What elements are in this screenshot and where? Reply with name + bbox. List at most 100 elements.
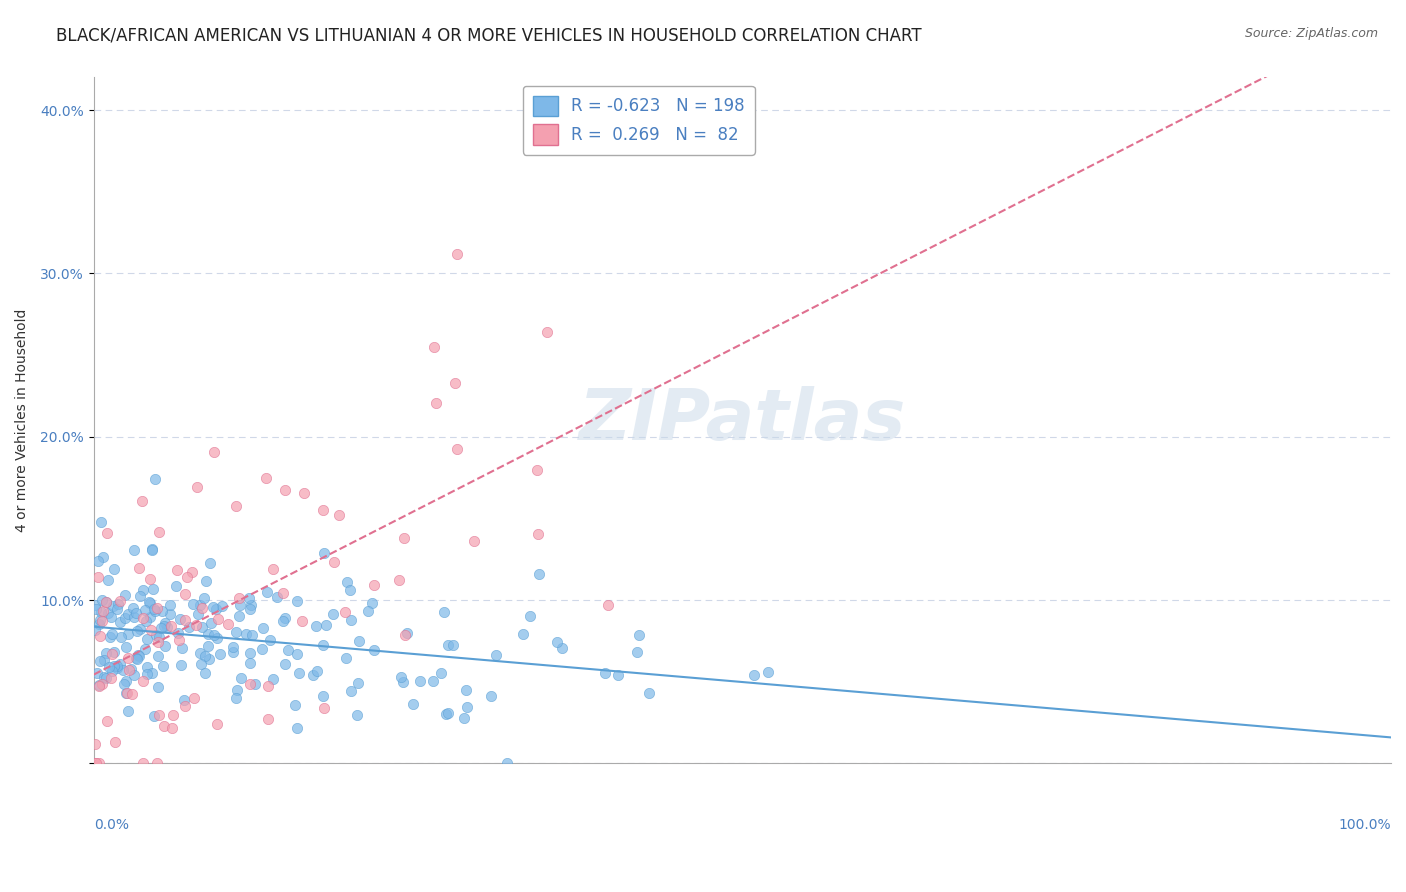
Point (638, 686, 661, 700)
Point (302, 668, 325, 682)
Point (238, 677, 260, 691)
Point (135, 615, 157, 629)
Point (141, 665, 163, 680)
Point (159, 599, 181, 613)
Point (422, 674, 444, 689)
Text: 100.0%: 100.0% (1339, 818, 1391, 832)
Point (229, 672, 252, 686)
Point (120, 662, 142, 676)
Point (229, 599, 252, 613)
Point (176, 570, 198, 584)
Point (160, 721, 183, 735)
Point (94, 595, 117, 609)
Point (211, 599, 233, 613)
Point (186, 480, 208, 494)
Point (112, 677, 135, 691)
Point (181, 597, 204, 611)
Point (122, 610, 145, 624)
Point (84, 737, 107, 751)
Point (141, 541, 163, 556)
Point (128, 648, 150, 663)
Point (239, 657, 262, 671)
Point (222, 645, 245, 659)
Point (536, 325, 558, 339)
Point (340, 613, 363, 627)
Point (159, 607, 181, 622)
Point (191, 620, 214, 634)
Point (202, 445, 225, 459)
Point (125, 651, 148, 665)
Point (117, 650, 139, 665)
Point (114, 674, 136, 689)
Point (312, 638, 335, 652)
Point (91, 593, 114, 607)
Point (145, 628, 167, 642)
Point (177, 620, 200, 634)
Point (152, 603, 174, 617)
Point (181, 565, 204, 579)
Point (89, 617, 111, 632)
Point (339, 583, 361, 598)
Point (254, 471, 277, 485)
Point (87, 677, 110, 691)
Point (198, 652, 221, 666)
Point (526, 463, 548, 477)
Point (136, 632, 159, 647)
Point (94, 671, 117, 685)
Point (285, 647, 308, 661)
Point (395, 626, 418, 640)
Point (422, 340, 444, 354)
Point (100, 671, 122, 685)
Point (96, 595, 118, 609)
Point (146, 649, 169, 664)
Point (173, 693, 195, 707)
Point (148, 707, 170, 722)
Point (93, 670, 115, 684)
Point (360, 596, 382, 610)
Point (628, 628, 651, 642)
Point (143, 604, 166, 618)
Point (347, 634, 370, 648)
Point (274, 483, 297, 497)
Point (335, 651, 357, 665)
Point (139, 624, 162, 638)
Point (134, 603, 156, 617)
Point (131, 493, 153, 508)
Point (139, 596, 162, 610)
Point (598, 599, 620, 613)
Point (148, 525, 170, 540)
Point (305, 664, 328, 678)
Point (97, 574, 120, 588)
Point (105, 658, 128, 673)
Point (153, 639, 176, 653)
Point (134, 641, 156, 656)
Point (83, 623, 105, 637)
Point (132, 756, 155, 771)
Point (111, 663, 134, 677)
Point (139, 572, 162, 586)
Point (228, 609, 250, 624)
Point (200, 616, 222, 631)
Point (103, 645, 125, 659)
Point (115, 686, 138, 700)
Point (125, 651, 148, 665)
Point (101, 664, 124, 678)
Point (312, 546, 335, 560)
Point (205, 716, 228, 731)
Point (456, 700, 478, 714)
Point (169, 657, 191, 672)
Point (159, 618, 181, 632)
Point (188, 598, 211, 612)
Point (437, 638, 460, 652)
Point (363, 578, 385, 592)
Point (105, 660, 128, 674)
Point (262, 672, 284, 686)
Point (607, 668, 630, 682)
Y-axis label: 4 or more Vehicles in Household: 4 or more Vehicles in Household (15, 309, 30, 533)
Point (436, 706, 458, 720)
Point (284, 698, 307, 712)
Point (425, 395, 447, 409)
Point (114, 589, 136, 603)
Point (239, 602, 262, 616)
Point (103, 659, 125, 673)
